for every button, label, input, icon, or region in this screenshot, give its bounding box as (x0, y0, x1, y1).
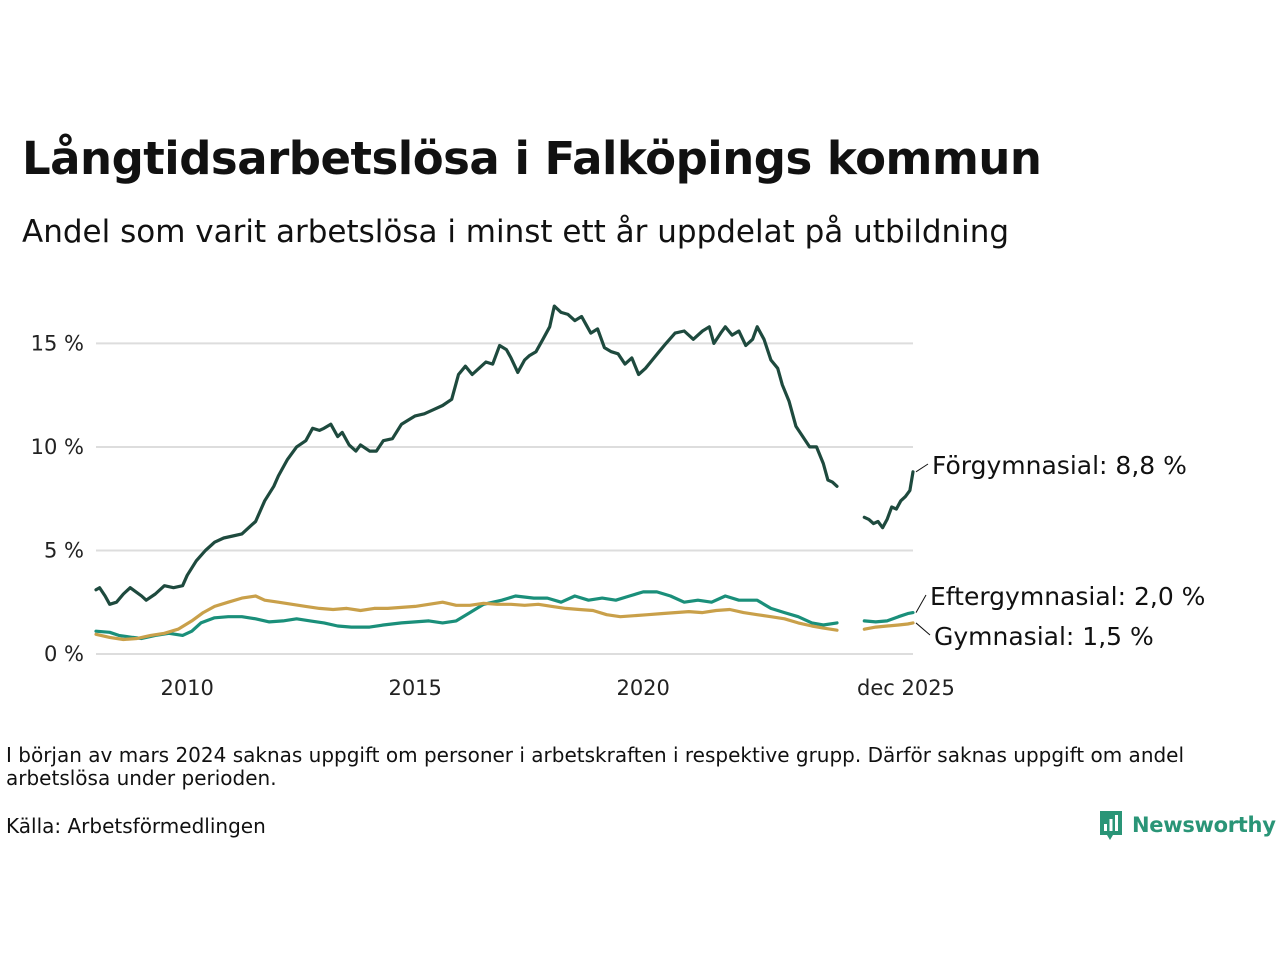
chart-subtitle: Andel som varit arbetslösa i minst ett å… (22, 214, 1010, 250)
end-label-leader-forgymnasial (915, 463, 929, 473)
x-axis-ticks: 2010 2015 2020 dec 2025 (160, 676, 954, 700)
series-lines (94, 304, 915, 642)
end-label-gymnasial: Gymnasial: 1,5 % (934, 622, 1154, 651)
end-label-leader-eftergymnasial (915, 594, 927, 613)
x-tick-label: 2010 (160, 676, 213, 700)
y-axis-ticks: 0 % 5 % 10 % 15 % (31, 331, 84, 666)
newsworthy-logo: Newsworthy (1098, 808, 1276, 842)
end-label-eftergymnasial: Eftergymnasial: 2,0 % (930, 582, 1205, 611)
series-line-forgymnasial-1 (862, 470, 915, 530)
y-tick-label: 10 % (31, 435, 84, 459)
x-tick-label: 2020 (616, 676, 669, 700)
y-tick-label: 15 % (31, 331, 84, 355)
newsworthy-bars-icon (1100, 811, 1122, 840)
series-line-forgymnasial-0 (94, 304, 839, 606)
line-chart: 0 % 5 % 10 % 15 % 2010 2015 2020 dec 2025 Förg… (31, 304, 1205, 700)
source-credit: Källa: Arbetsförmedlingen (6, 814, 266, 838)
series-line-eftergymnasial-0 (94, 590, 839, 641)
series-line-gymnasial-1 (862, 621, 915, 631)
end-labels: Förgymnasial: 8,8 % Eftergymnasial: 2,0 %… (915, 451, 1205, 651)
end-label-leader-gymnasial (915, 622, 931, 636)
series-line-eftergymnasial-1 (862, 611, 915, 624)
y-tick-label: 5 % (44, 538, 84, 562)
series-line-gymnasial-0 (94, 594, 839, 642)
logo-text: Newsworthy (1132, 813, 1276, 837)
x-tick-label: 2015 (388, 676, 441, 700)
footnote: I början av mars 2024 saknas uppgift om … (6, 743, 1185, 790)
end-label-forgymnasial: Förgymnasial: 8,8 % (932, 451, 1187, 480)
y-tick-label: 0 % (44, 642, 84, 666)
chart-title: Långtidsarbetslösa i Falköpings kommun (22, 132, 1042, 185)
grid-lines (96, 342, 913, 655)
x-tick-label: dec 2025 (857, 676, 955, 700)
